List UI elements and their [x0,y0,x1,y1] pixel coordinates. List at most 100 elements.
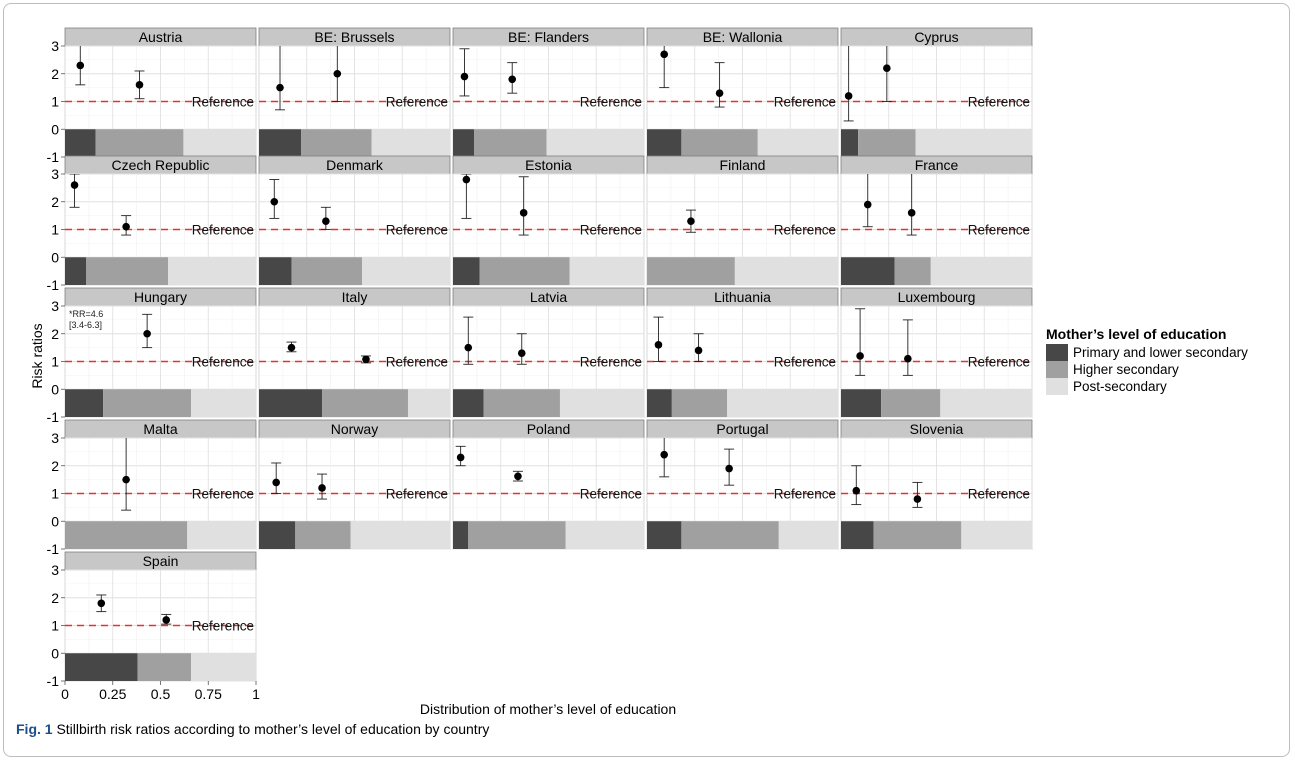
legend-key-primary [1046,344,1068,361]
y-tick-label: 1 [51,222,59,238]
distribution-segment [915,129,1032,157]
y-tick-label: -1 [47,409,60,425]
y-tick-label: 0 [51,381,59,397]
data-point [883,64,891,72]
distribution-segment [65,257,87,285]
distribution-segment [565,521,644,549]
panel-title: Malta [143,421,177,437]
panel-title: Slovenia [910,421,964,437]
reference-label: Reference [774,487,836,502]
panel-be-wallonia: BE: Wallonia Reference [646,27,839,158]
y-tick-label: 3 [51,430,59,446]
distribution-segment [647,389,672,417]
panel-denmark: Denmark Reference [258,155,451,286]
panel-title: BE: Wallonia [703,29,783,45]
data-point [687,217,695,225]
data-point [654,341,663,349]
reference-label: Reference [192,223,254,238]
panel-marks: Reference [463,316,642,370]
panel-title: Luxembourg [898,289,976,305]
reference-label: Reference [386,223,448,238]
panel-marks: Reference [659,46,836,110]
y-tick-label: 1 [51,94,59,110]
y-tick-label: -1 [47,149,60,165]
data-point [456,453,465,462]
distribution-segment [86,257,169,285]
reference-label: Reference [968,95,1030,110]
panel-slovenia: Slovenia Reference [840,419,1033,550]
distribution-segment [259,129,302,157]
distribution-segment [483,389,560,417]
distribution-segment [103,389,192,417]
distribution-segment [453,257,480,285]
panel-marks: Reference [685,209,836,238]
panel-marks: Reference [851,465,1030,508]
legend-label-primary: Primary and lower secondary [1073,345,1248,360]
distribution-segment [468,521,566,549]
y-tick-label: 3 [51,38,59,54]
reference-label: Reference [192,95,254,110]
panel-marks: Reference [75,46,254,110]
data-point [97,599,106,608]
distribution-segment [961,521,1032,549]
y-tick-label: 2 [51,326,59,342]
data-point [660,450,668,459]
distribution-segment [681,129,758,157]
y-tick-label: 0 [51,121,59,137]
panel-norway: Norway Reference [258,419,451,550]
distribution-segment [474,129,547,157]
distribution-segment [65,521,188,549]
distribution-segment [259,521,296,549]
data-point [287,343,296,352]
y-tick-label: 1 [51,486,59,502]
reference-label: Reference [968,355,1030,370]
data-point [362,355,370,364]
y-tick-label: 1 [51,618,59,634]
data-point [122,475,130,484]
y-tick-label: 3 [51,166,59,182]
figure-label: Fig. 1 [16,721,53,737]
distribution-segment [778,521,838,549]
x-tick-label: 0.25 [99,686,126,702]
distribution-segment [647,521,682,549]
distribution-segment [295,521,351,549]
panel-title: Latvia [530,289,568,305]
distribution-segment [453,521,469,549]
y-tick-label: 0 [51,645,59,661]
panel-hungary: Hungary Reference *RR=4.6[3.4-6.3] -1 0 1 2 3 [47,287,257,425]
distribution-segment [65,653,138,681]
distribution-segment [301,129,372,157]
distribution-segment [407,389,450,417]
panel-lithuania: Lithuania Reference [646,287,839,418]
panel-marks: Reference [653,316,836,370]
panel-marks: Reference [142,313,254,370]
data-point [318,484,326,492]
y-tick-label: 3 [51,562,59,578]
legend-title: Mother’s level of education [1046,326,1227,342]
panel-be-flanders: BE: Flanders Reference [452,27,645,158]
panel-cyprus: Cyprus Reference [840,27,1033,158]
reference-label: Reference [192,355,254,370]
distribution-segment [647,129,682,157]
legend-key-higher-secondary [1046,361,1068,378]
reference-label: Reference [192,487,254,502]
y-tick-label: 2 [51,194,59,210]
reference-label: Reference [386,95,448,110]
distribution-segment [841,389,882,417]
data-point [122,222,130,231]
panel-marks: Reference [459,48,642,110]
panel-marks: Reference [455,445,642,502]
legend-item-higher-secondary: Higher secondary [1046,361,1291,378]
distribution-segment [858,129,916,157]
distribution-segment [322,389,408,417]
panel-title: Norway [331,421,378,437]
reference-label: Reference [774,95,836,110]
y-axis-title: Risk ratios [29,323,45,388]
distribution-segment [453,389,484,417]
panel-title: Czech Republic [111,157,209,173]
panel-luxembourg: Luxembourg Reference [840,287,1033,418]
distribution-segment [881,389,941,417]
data-point [135,81,144,89]
